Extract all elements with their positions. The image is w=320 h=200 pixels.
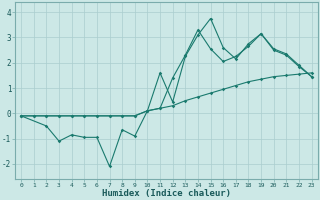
X-axis label: Humidex (Indice chaleur): Humidex (Indice chaleur) bbox=[102, 189, 231, 198]
